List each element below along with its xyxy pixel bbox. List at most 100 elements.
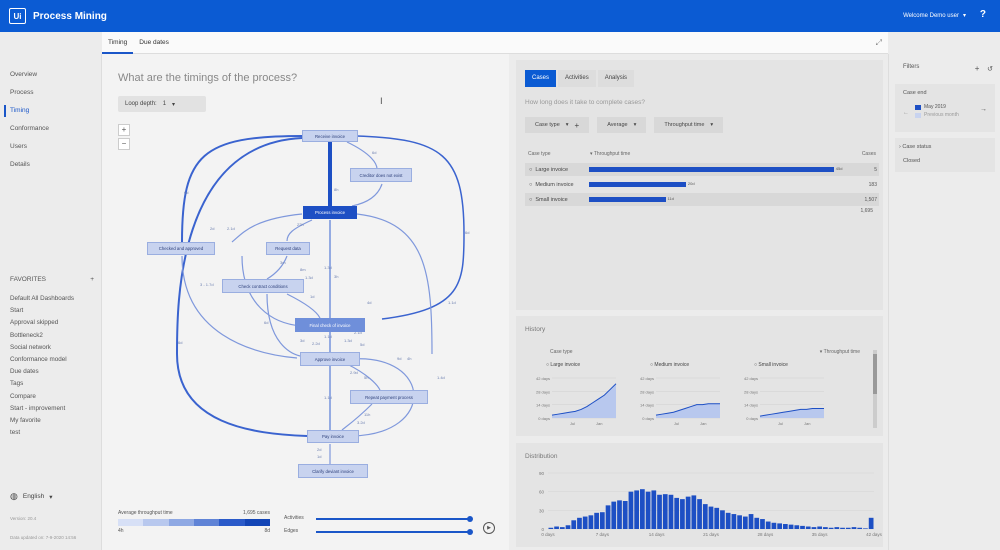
history-charts: ○ Large invoice 42 days 28 days 14 days 0 da…: [536, 362, 824, 426]
node-creditor-does-not-exist[interactable]: Creditor does not exist: [350, 168, 412, 182]
favorite-item[interactable]: Social network: [10, 343, 51, 351]
favorite-item[interactable]: Compare: [10, 392, 36, 400]
distribution-bar: [708, 506, 714, 529]
case-status-filter[interactable]: › Case status Closed: [895, 138, 995, 172]
expand-icon[interactable]: ⤢: [875, 38, 882, 47]
globe-icon: ◍: [10, 491, 18, 501]
node-receive-invoice[interactable]: Receive invoice: [302, 130, 358, 142]
sidebar-nav: Overview Process Timing Conformance User…: [0, 66, 101, 174]
favorite-item[interactable]: Default All Dashboards: [10, 295, 75, 302]
node-repeat-payment-process[interactable]: Repeat payment process: [350, 390, 428, 404]
case-end-filter[interactable]: Case end ← May 2019 Previous month →: [895, 84, 995, 132]
cases-table-header: Case type ▾ Throughput time Cases: [528, 151, 878, 157]
favorite-item[interactable]: test: [10, 429, 21, 437]
sidebar-item-overview[interactable]: Overview: [10, 71, 38, 78]
node-clarify-deviant-invoice[interactable]: Clarify deviant invoice: [298, 464, 368, 478]
sidebar-item-process[interactable]: Process: [10, 89, 34, 96]
favorite-item[interactable]: Bottleneck2: [10, 331, 43, 339]
case-type-label: Large invoice: [535, 166, 569, 173]
tab-timing[interactable]: Timing: [102, 32, 134, 54]
edge-label: 4d: [367, 300, 371, 305]
distribution-bar: [611, 501, 617, 529]
favorite-item[interactable]: My favorite: [10, 416, 41, 424]
node-approve-invoice[interactable]: Approve invoice: [300, 352, 360, 366]
next-arrow-icon[interactable]: →: [980, 106, 987, 113]
history-y-tick: 14 days: [744, 403, 758, 408]
history-y-tick: 28 days: [536, 389, 550, 394]
node-process-invoice[interactable]: Process invoice: [303, 206, 357, 219]
language-selector[interactable]: ◍ English ▾: [10, 491, 52, 502]
tab-due-dates[interactable]: Due dates: [139, 38, 169, 46]
table-row[interactable]: ○ Medium invoice 20d 183: [525, 178, 879, 191]
edge-label: 1.3d: [324, 265, 332, 270]
zoom-out-button[interactable]: −: [118, 138, 130, 150]
add-favorite-icon[interactable]: +: [90, 276, 94, 283]
header-throughput[interactable]: ▾ Throughput time: [590, 151, 631, 157]
throughput-value: 45d: [835, 166, 843, 171]
history-scrollbar[interactable]: [873, 350, 877, 428]
distribution-bar: [674, 497, 680, 529]
sidebar-item-conformance[interactable]: Conformance: [10, 125, 50, 132]
favorite-item[interactable]: Due dates: [10, 368, 39, 376]
app-logo[interactable]: Ui Process Mining: [9, 8, 107, 24]
favorite-item[interactable]: Tags: [10, 380, 24, 388]
table-row[interactable]: ○ Large invoice 45d 5: [525, 163, 879, 176]
history-col-throughput[interactable]: ▾ Throughput time: [819, 349, 860, 355]
favorite-item[interactable]: Start - improvement: [10, 404, 66, 412]
chevron-down-icon: ▾: [565, 122, 569, 128]
user-menu[interactable]: Welcome Demo user ▾: [903, 12, 966, 20]
edge-receive-final: [356, 135, 465, 320]
history-y-tick: 42 days: [536, 376, 550, 381]
tab-cases[interactable]: Cases: [525, 70, 557, 87]
favorite-item[interactable]: Conformance model: [10, 355, 67, 363]
sidebar-item-timing[interactable]: Timing: [0, 102, 101, 120]
distribution-bar: [548, 527, 554, 529]
edge-checked-final: [241, 255, 303, 327]
distribution-title: Distribution: [525, 453, 558, 460]
help-icon[interactable]: ?: [979, 9, 986, 20]
node-pay-invoice[interactable]: Pay invoice: [307, 430, 359, 443]
node-final-check-of-invoice[interactable]: Final check of invoice: [295, 318, 365, 332]
distribution-bar: [565, 525, 571, 529]
sidebar-item-users[interactable]: Users: [10, 143, 27, 150]
history-line: [551, 383, 617, 416]
edge-creditor-process: [351, 183, 383, 207]
activities-slider[interactable]: [316, 516, 473, 522]
node-checked-and-approved[interactable]: Checked and approved: [147, 242, 215, 255]
dashboard-tabs: Timing Due dates ⤢: [102, 32, 888, 54]
edge-label: 11h: [364, 412, 370, 417]
node-check-contract-conditions[interactable]: Check contract conditions: [222, 279, 304, 293]
reset-icon[interactable]: ↺: [987, 66, 993, 73]
history-x-tick: Jul: [570, 421, 575, 426]
prev-arrow-icon[interactable]: ←: [903, 110, 909, 116]
edge-receive-creditor: [346, 141, 378, 170]
legend-cases: 1,695 cases: [243, 510, 270, 516]
distribution-bar: [657, 494, 662, 529]
case-type-filter[interactable]: Case type ▾ +: [525, 117, 590, 133]
zoom-in-button[interactable]: +: [118, 124, 130, 136]
distribution-chart: 90 60 30 00 days 7 days 14 days 21 days 28 days…: [539, 471, 883, 537]
node-request-data[interactable]: Request data: [266, 242, 310, 255]
distribution-bar: [742, 516, 748, 529]
play-icon[interactable]: ▶: [483, 522, 495, 534]
favorite-item[interactable]: Start: [10, 307, 24, 315]
edge-label: 3.2d: [357, 420, 365, 425]
distribution-bar: [748, 514, 754, 529]
edges-slider[interactable]: [316, 529, 473, 535]
average-filter[interactable]: Average ▾: [597, 117, 647, 133]
version-text: Version: 20.4: [10, 516, 37, 521]
edge-label: 1d: [317, 454, 321, 459]
add-filter-icon[interactable]: +: [974, 64, 980, 73]
edge-label: 6d: [465, 230, 469, 235]
throughput-bar: [589, 167, 834, 172]
tab-activities[interactable]: Activities: [558, 70, 596, 87]
sidebar-item-details[interactable]: Details: [10, 161, 30, 168]
favorite-item[interactable]: Approval skipped: [10, 319, 59, 327]
loop-depth-select[interactable]: Loop depth: 1 ▾: [118, 96, 206, 112]
throughput-filter[interactable]: Throughput time ▾: [654, 117, 724, 133]
distribution-x-tick: 35 days: [812, 532, 829, 537]
table-row[interactable]: ○ Small invoice 11d 1,507: [525, 193, 879, 206]
distribution-y-tick: 90: [539, 471, 545, 476]
add-icon[interactable]: +: [574, 120, 580, 130]
tab-analysis[interactable]: Analysis: [597, 70, 635, 87]
